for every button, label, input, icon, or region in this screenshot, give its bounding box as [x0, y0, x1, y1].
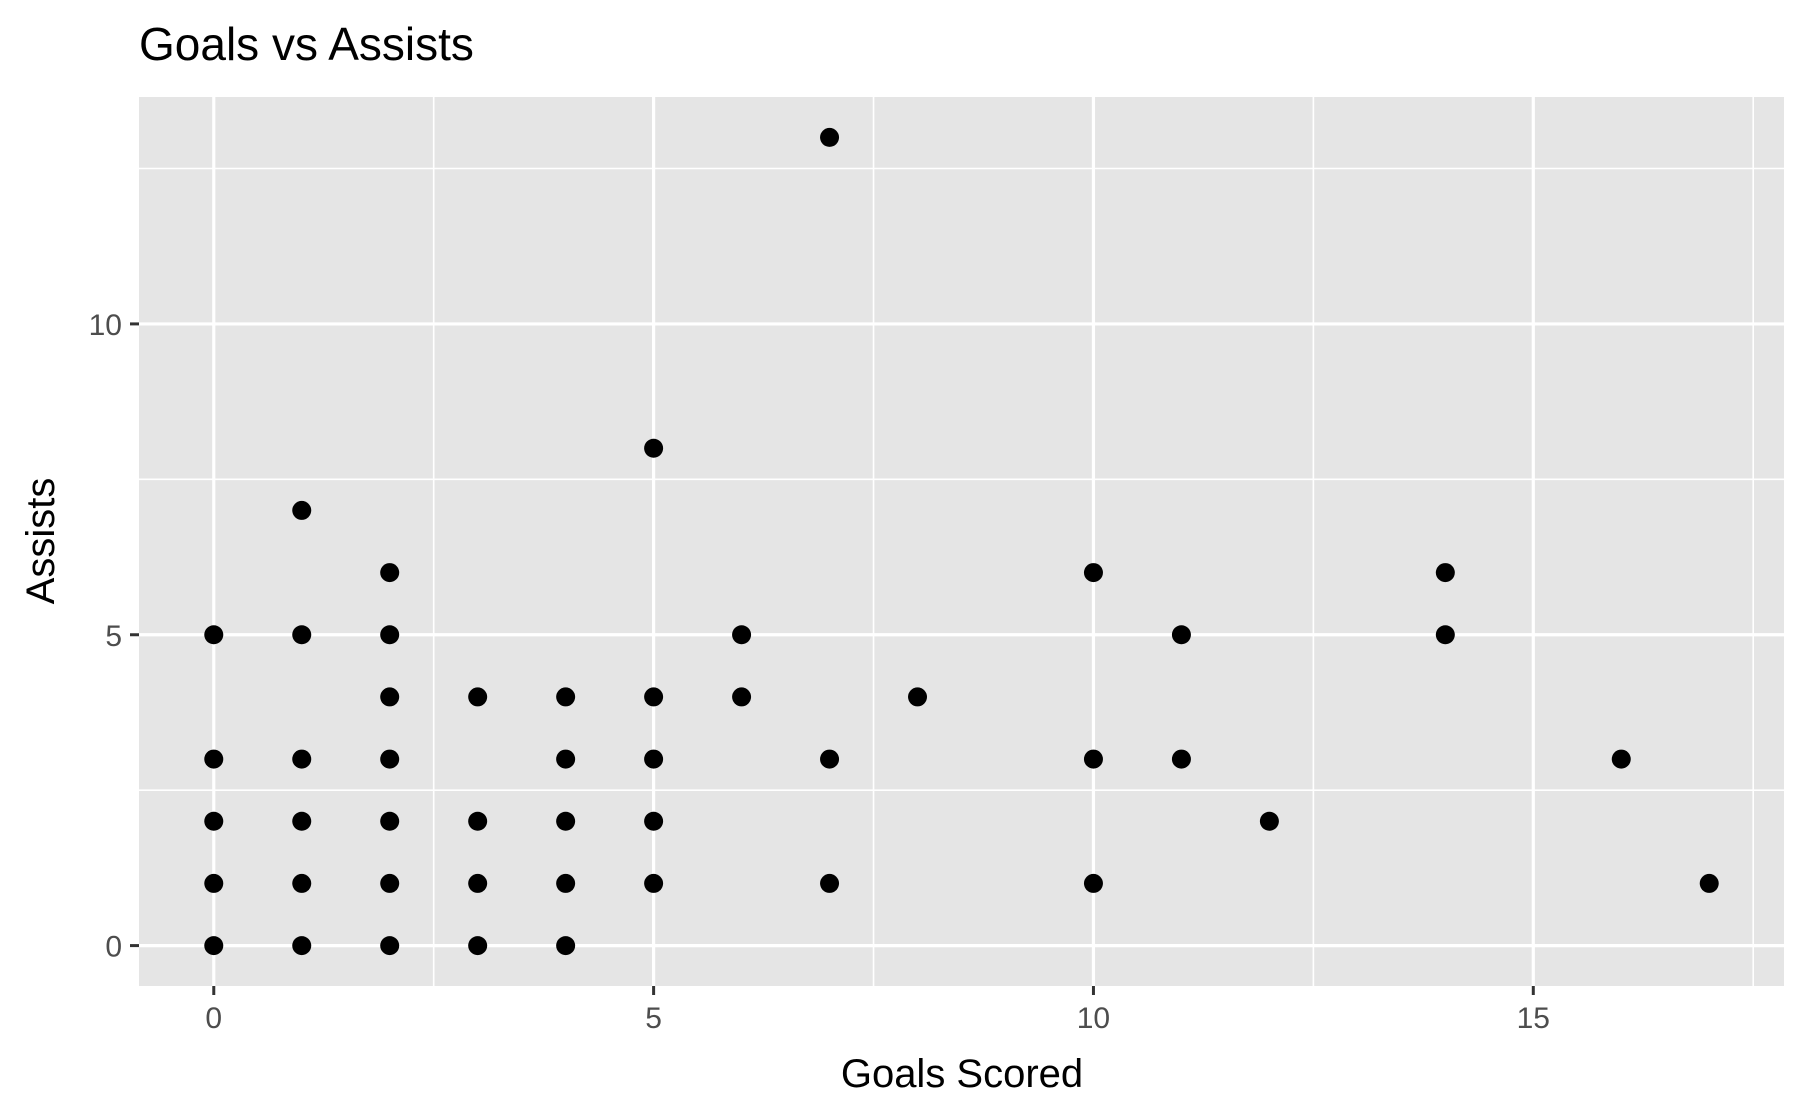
- y-tick-label: 5: [105, 620, 122, 653]
- data-point: [1611, 749, 1631, 769]
- data-point: [644, 873, 664, 893]
- data-point: [380, 687, 400, 707]
- y-axis-ticks: 0 5 10: [89, 309, 139, 964]
- data-point: [204, 749, 224, 769]
- minor-gridlines: [139, 97, 1784, 986]
- data-point: [556, 936, 576, 956]
- data-point: [1171, 749, 1191, 769]
- data-point: [468, 687, 488, 707]
- data-point: [820, 749, 840, 769]
- data-point: [732, 687, 752, 707]
- major-gridlines: [139, 97, 1784, 986]
- data-point: [468, 873, 488, 893]
- data-point: [204, 811, 224, 831]
- data-point: [292, 936, 312, 956]
- data-point: [292, 625, 312, 645]
- data-point: [380, 936, 400, 956]
- data-point: [1699, 873, 1719, 893]
- data-point: [732, 625, 752, 645]
- data-point: [556, 687, 576, 707]
- x-tick-label: 10: [1077, 1002, 1110, 1035]
- data-point: [292, 811, 312, 831]
- x-axis-ticks: 0 5 10 15: [205, 986, 1550, 1035]
- data-point: [820, 127, 840, 147]
- data-point: [380, 811, 400, 831]
- data-point: [556, 811, 576, 831]
- data-point: [380, 873, 400, 893]
- data-point: [292, 749, 312, 769]
- data-point: [1083, 563, 1103, 583]
- data-point: [1259, 811, 1279, 831]
- data-point: [1435, 625, 1455, 645]
- y-axis-label: Assists: [19, 478, 63, 605]
- data-point: [204, 625, 224, 645]
- data-point: [644, 438, 664, 458]
- data-point: [644, 687, 664, 707]
- x-tick-label: 0: [205, 1002, 222, 1035]
- data-point: [292, 873, 312, 893]
- data-point: [468, 936, 488, 956]
- data-point: [380, 749, 400, 769]
- x-axis-label: Goals Scored: [841, 1052, 1083, 1096]
- data-point: [556, 749, 576, 769]
- x-tick-label: 15: [1517, 1002, 1550, 1035]
- y-tick-label: 0: [105, 931, 122, 964]
- data-points: [204, 127, 1719, 956]
- y-tick-label: 10: [89, 309, 122, 342]
- data-point: [380, 563, 400, 583]
- x-tick-label: 5: [645, 1002, 662, 1035]
- data-point: [204, 936, 224, 956]
- data-point: [1083, 749, 1103, 769]
- data-point: [644, 811, 664, 831]
- plot-panel: [139, 97, 1784, 986]
- data-point: [468, 811, 488, 831]
- data-point: [908, 687, 928, 707]
- data-point: [1083, 873, 1103, 893]
- data-point: [556, 873, 576, 893]
- data-point: [644, 749, 664, 769]
- chart-title: Goals vs Assists: [139, 18, 474, 70]
- data-point: [380, 625, 400, 645]
- data-point: [1435, 563, 1455, 583]
- data-point: [820, 873, 840, 893]
- data-point: [1171, 625, 1191, 645]
- data-point: [292, 500, 312, 520]
- data-point: [204, 873, 224, 893]
